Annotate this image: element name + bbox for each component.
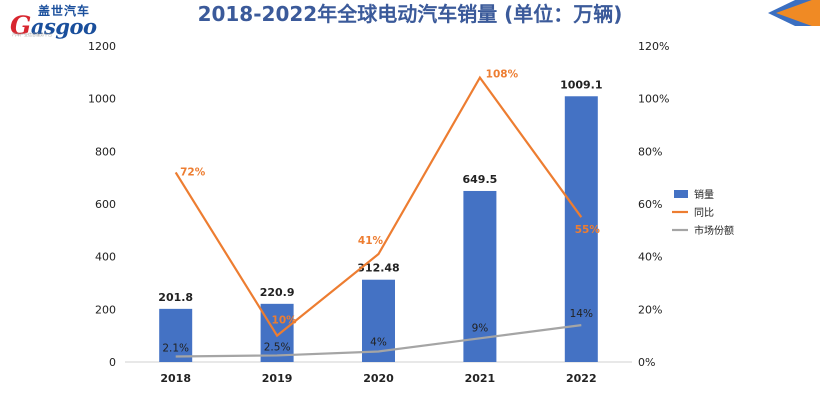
logo-en-text: Gasgoo	[10, 11, 97, 40]
bar-2020	[362, 279, 395, 362]
bar-data-label: 649.5	[463, 173, 498, 186]
y-left-tick-label: 600	[95, 198, 116, 211]
logo-cn-text: 盖世汽车	[38, 4, 91, 18]
bar-2019	[260, 303, 294, 362]
bar-2022	[564, 96, 598, 363]
legend-label: 同比	[694, 207, 714, 219]
yoy-data-label: 55%	[575, 224, 601, 236]
y-left-tick-label: 800	[95, 145, 116, 158]
yoy-data-label: 108%	[486, 69, 519, 81]
yoy-data-label: 72%	[180, 166, 206, 178]
y-left-tick-label: 1000	[88, 93, 116, 106]
legend-label: 销量	[694, 188, 714, 201]
logo-en-initial: G	[10, 11, 31, 40]
bar-data-label: 1009.1	[560, 78, 602, 91]
x-tick-label: 2021	[465, 372, 496, 385]
bar-data-label: 201.8	[158, 291, 193, 304]
y-left-tick-label: 200	[95, 303, 116, 316]
x-tick-label: 2018	[160, 372, 191, 385]
bar-data-label: 312.48	[357, 262, 399, 275]
x-tick-label: 2022	[566, 372, 597, 385]
share-data-label: 2.1%	[162, 342, 189, 354]
share-data-label: 14%	[570, 308, 593, 320]
y-right-tick-label: 0%	[638, 356, 655, 369]
bar-data-label: 220.9	[260, 286, 295, 299]
yoy-data-label: 10%	[272, 315, 298, 327]
share-line	[175, 324, 582, 358]
y-right-tick-label: 20%	[638, 303, 662, 316]
yoy-data-label: 41%	[358, 235, 384, 247]
share-data-label: 4%	[370, 336, 387, 348]
bar-2018	[159, 308, 193, 362]
bar-2021	[463, 190, 497, 362]
gasgoo-logo: 盖世汽车 Gasgoo 汽车产业信息服务平台	[4, 2, 97, 40]
chart-title: 2018-2022年全球电动汽车销量 (单位：万辆)	[197, 2, 623, 26]
yoy-line	[174, 75, 583, 338]
y-left-tick-label: 1200	[88, 40, 116, 53]
y-left-tick-label: 0	[109, 356, 116, 369]
legend-label: 市场份额	[694, 224, 734, 237]
logo-en-rest: asgoo	[30, 14, 97, 39]
y-right-tick-label: 40%	[638, 251, 662, 264]
share-data-label: 2.5%	[264, 341, 291, 353]
y-left-tick-label: 400	[95, 251, 116, 264]
x-tick-label: 2020	[363, 372, 394, 385]
logo-tagline: 汽车产业信息服务平台	[12, 32, 52, 37]
legend-bar-swatch	[674, 190, 688, 198]
x-tick-label: 2019	[262, 372, 293, 385]
share-data-label: 9%	[472, 322, 489, 334]
y-right-tick-label: 100%	[638, 93, 669, 106]
y-right-tick-label: 80%	[638, 145, 662, 158]
y-right-tick-label: 120%	[638, 40, 669, 53]
y-right-tick-label: 60%	[638, 198, 662, 211]
corner-arrow-icon	[768, 0, 820, 26]
